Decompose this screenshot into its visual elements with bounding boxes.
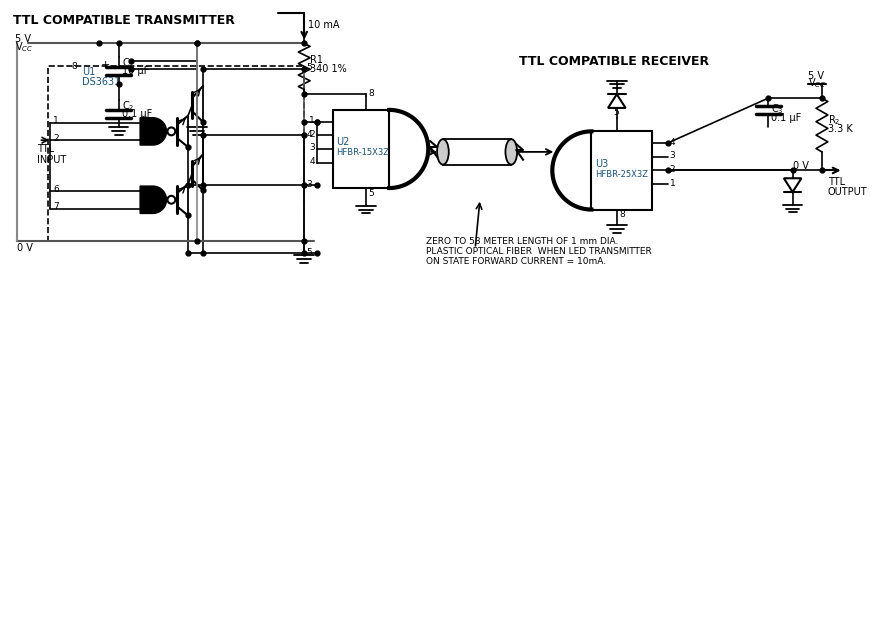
Text: 5 V: 5 V xyxy=(808,71,824,81)
Text: 5: 5 xyxy=(369,190,374,198)
Text: U1: U1 xyxy=(83,67,96,77)
Text: R$_{2}$: R$_{2}$ xyxy=(828,112,841,126)
Text: 5: 5 xyxy=(306,248,312,257)
Text: C$_{3}$: C$_{3}$ xyxy=(771,102,784,116)
Text: 5: 5 xyxy=(613,108,618,118)
Text: U3: U3 xyxy=(596,159,609,169)
Text: C$_{1}$: C$_{1}$ xyxy=(121,56,134,70)
Text: 2: 2 xyxy=(670,165,675,174)
Text: 1: 1 xyxy=(670,179,675,188)
Ellipse shape xyxy=(437,139,449,164)
Text: R1: R1 xyxy=(310,55,323,65)
Text: TTL COMPATIBLE RECEIVER: TTL COMPATIBLE RECEIVER xyxy=(519,54,709,68)
Text: PLASTIC OPTICAL FIBER  WHEN LED TRANSMITTER: PLASTIC OPTICAL FIBER WHEN LED TRANSMITT… xyxy=(426,247,652,256)
Text: 3: 3 xyxy=(670,151,675,161)
Bar xyxy=(332,110,389,188)
Text: 0.1 μF: 0.1 μF xyxy=(121,109,152,119)
Text: TTL: TTL xyxy=(828,177,845,187)
Text: 1: 1 xyxy=(53,116,59,125)
Text: 0.1 μF: 0.1 μF xyxy=(771,112,801,123)
Text: OUTPUT: OUTPUT xyxy=(828,187,868,197)
Text: TTL: TTL xyxy=(37,144,54,154)
Text: 10 mA: 10 mA xyxy=(308,20,339,30)
Text: 0 V: 0 V xyxy=(17,243,33,253)
Text: 3: 3 xyxy=(306,179,312,188)
Text: V$_{CC}$: V$_{CC}$ xyxy=(15,40,33,54)
Text: TTL COMPATIBLE TRANSMITTER: TTL COMPATIBLE TRANSMITTER xyxy=(13,15,235,28)
Text: 6: 6 xyxy=(53,185,59,193)
Text: 5: 5 xyxy=(306,63,312,73)
Text: HFBR-15X3Z: HFBR-15X3Z xyxy=(337,149,390,157)
Circle shape xyxy=(167,196,175,204)
Text: 2: 2 xyxy=(53,134,58,143)
Text: 5 V: 5 V xyxy=(15,33,31,44)
Text: +: + xyxy=(101,60,111,70)
Text: U2: U2 xyxy=(337,137,350,147)
Text: 8: 8 xyxy=(369,88,374,98)
Text: 340 1%: 340 1% xyxy=(310,64,347,74)
Text: C$_{2}$: C$_{2}$ xyxy=(121,99,134,113)
Text: DS3631: DS3631 xyxy=(83,76,120,87)
Text: HFBR-25X3Z: HFBR-25X3Z xyxy=(596,170,648,179)
Text: 7: 7 xyxy=(53,202,59,211)
Text: V$_{CC}$: V$_{CC}$ xyxy=(808,76,827,90)
Text: 1: 1 xyxy=(310,116,315,125)
Text: ZERO TO 53 METER LENGTH OF 1 mm DIA.: ZERO TO 53 METER LENGTH OF 1 mm DIA. xyxy=(426,237,619,246)
Text: ON STATE FORWARD CURRENT = 10mA.: ON STATE FORWARD CURRENT = 10mA. xyxy=(426,257,606,266)
Text: 8: 8 xyxy=(620,210,625,219)
Text: 8: 8 xyxy=(72,63,78,71)
Text: 3: 3 xyxy=(310,143,315,152)
Ellipse shape xyxy=(506,139,517,164)
Text: 4: 4 xyxy=(310,157,315,166)
Text: 4: 4 xyxy=(670,138,675,147)
Text: 4: 4 xyxy=(306,130,312,139)
Text: 0 V: 0 V xyxy=(793,161,808,171)
Polygon shape xyxy=(140,118,167,145)
Bar xyxy=(591,131,652,210)
Circle shape xyxy=(167,128,175,135)
Bar xyxy=(443,139,511,164)
Text: 10 μF: 10 μF xyxy=(121,66,149,76)
Text: 3.3 K: 3.3 K xyxy=(828,125,853,135)
Text: 2: 2 xyxy=(310,130,315,139)
Bar xyxy=(48,66,304,241)
Text: INPUT: INPUT xyxy=(37,155,65,165)
Polygon shape xyxy=(140,186,167,214)
